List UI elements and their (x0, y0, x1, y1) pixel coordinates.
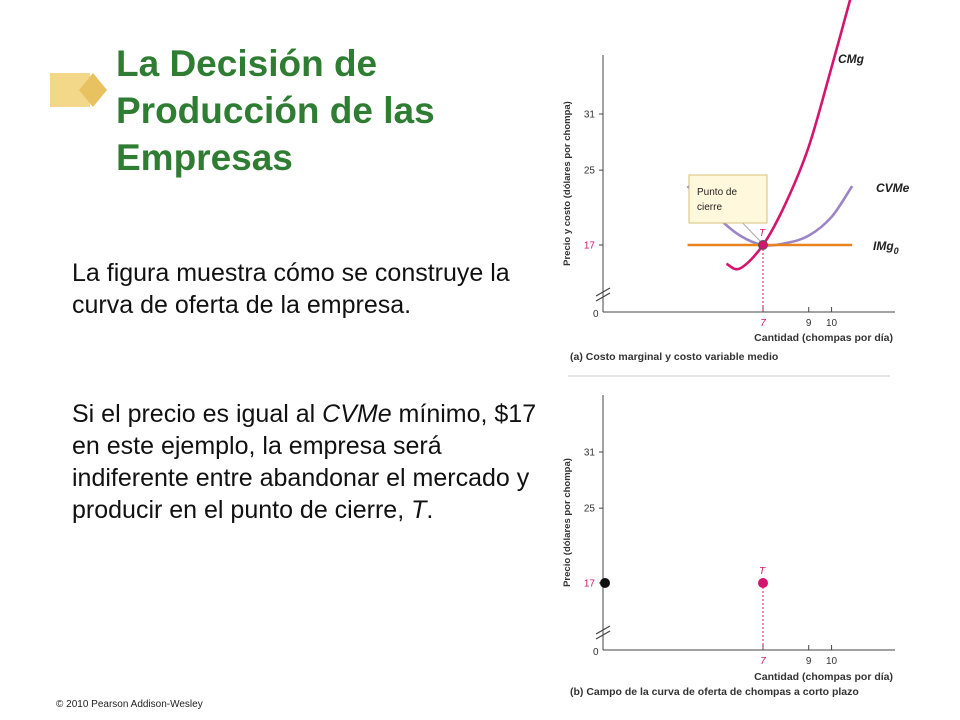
y-tick-label: 31 (584, 110, 596, 121)
y-axis-label: Precio (dólares por chompa) (562, 458, 573, 587)
callout-text: cierre (697, 202, 722, 213)
deco-diamond (79, 73, 107, 107)
x-tick-label: 10 (826, 656, 838, 667)
y-tick-label: 17 (584, 579, 596, 590)
series-label-cmg: CMg (838, 52, 865, 66)
paragraph-2-em: CVMe (322, 400, 392, 428)
origin-label: 0 (593, 647, 599, 658)
chart-panel-a: 0 17 25 31 7 9 10 Cantidad (chompas por día) Pre… (562, 0, 910, 377)
panel-label: (b) Campo de la curva de oferta de chomp… (570, 686, 859, 698)
x-axis-label: Cantidad (chompas por día) (754, 332, 893, 344)
point-label: T (759, 566, 766, 577)
y-tick-label: 17 (584, 241, 596, 252)
x-tick-label: 10 (826, 318, 838, 329)
panel-label: (a) Costo marginal y costo variable medi… (570, 351, 778, 363)
x-tick-label: 7 (760, 318, 766, 329)
slide-title: La Decisión de Producción de las Empresa… (116, 43, 435, 178)
paragraph-2: Si el precio es igual al CVMe mínimo, $1… (72, 398, 542, 526)
point-label: T (759, 228, 766, 239)
x-tick-label: 9 (806, 656, 812, 667)
paragraph-2-part: mínimo, $17 en este ejemplo, la empresa … (72, 400, 537, 524)
axis-break-mark (595, 625, 611, 635)
callout-text: Punto de (697, 187, 737, 198)
axis-break-mark (595, 287, 611, 297)
y-tick-label: 31 (584, 448, 596, 459)
y-axis-label: Precio y costo (dólares por chompa) (562, 101, 573, 266)
axis-break-mark (595, 292, 611, 302)
paragraph-2-em: T (411, 496, 427, 524)
origin-label: 0 (593, 309, 599, 320)
chart-panel-b: 0 17 25 31 7 9 10 Cantidad (chompas por día) Pre… (562, 395, 895, 698)
callout-box (688, 174, 768, 224)
data-point-t (758, 578, 768, 588)
series-label-img0: IMg0 (873, 239, 899, 256)
data-point (600, 578, 610, 588)
axis-break-mark (595, 630, 611, 640)
paragraph-2-part: . (426, 496, 434, 524)
series-label-cvme: CVMe (876, 181, 910, 195)
series-label-subscript: 0 (894, 246, 899, 256)
series-line-cmg (725, 0, 852, 271)
data-point-t (758, 240, 768, 250)
title-decoration (50, 73, 107, 107)
y-tick-label: 25 (584, 166, 596, 177)
x-tick-label: 7 (760, 656, 766, 667)
x-axis-label: Cantidad (chompas por día) (754, 671, 893, 683)
paragraph-2-part: Si el precio es igual al (72, 400, 323, 428)
paragraph-1: La figura muestra cómo se construye la c… (72, 259, 510, 319)
x-tick-label: 9 (806, 318, 812, 329)
copyright: © 2010 Pearson Addison-Wesley (56, 699, 203, 710)
y-tick-label: 25 (584, 504, 596, 515)
